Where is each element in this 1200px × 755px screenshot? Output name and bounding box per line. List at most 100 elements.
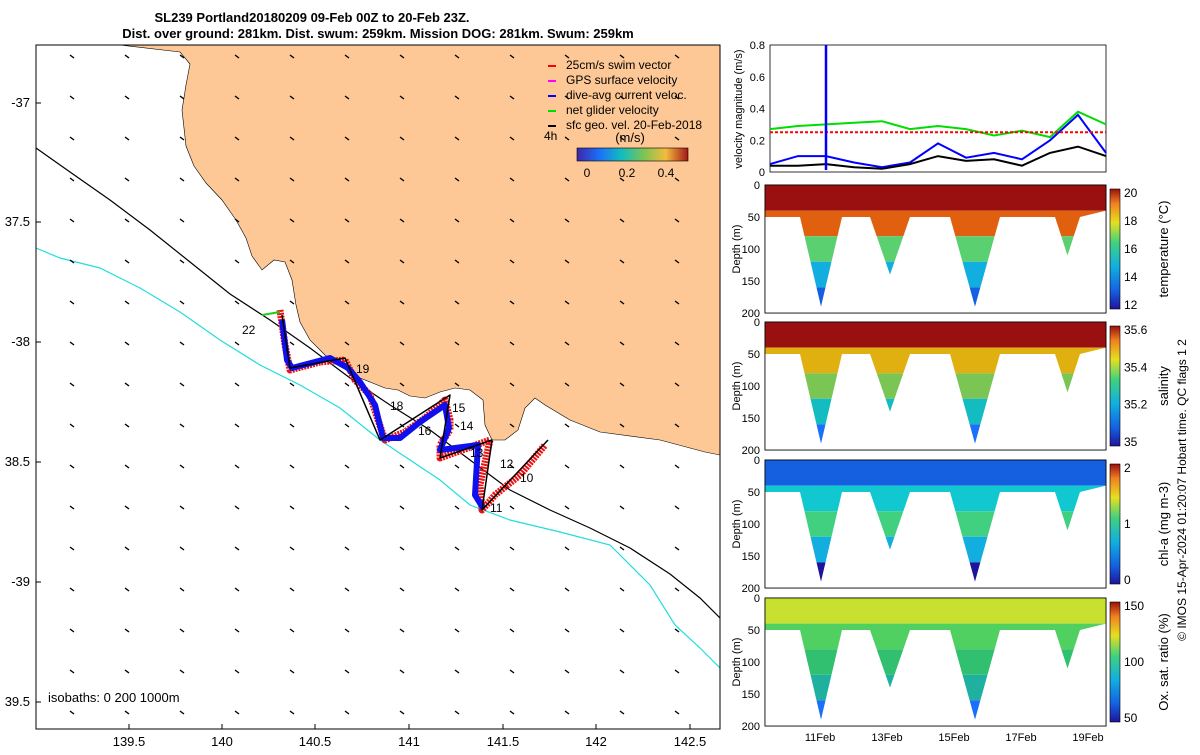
velocity-arrow — [179, 382, 185, 387]
velocity-arrow — [399, 54, 405, 59]
velocity-arrow — [564, 710, 570, 715]
temperature-depth-band — [765, 185, 1106, 211]
velocity-arrow — [509, 54, 515, 59]
velocity-arrow — [69, 177, 75, 182]
velocity-arrow — [619, 587, 625, 592]
velocity-arrow — [289, 177, 295, 182]
depth-tick-label: 200 — [742, 445, 760, 457]
oxygen-border — [764, 597, 1107, 727]
velocity-arrow — [454, 95, 460, 100]
velocity-arrow — [124, 505, 130, 510]
velocity-arrow — [509, 587, 515, 592]
velocity-arrow — [564, 341, 570, 346]
velocity-arrow — [124, 628, 130, 633]
velocity-arrow — [289, 587, 295, 592]
velocity-arrow — [399, 710, 405, 715]
velocity-arrow — [674, 710, 680, 715]
velocity-arrow — [674, 341, 680, 346]
velocity-arrow — [179, 546, 185, 551]
legend-label: dive-avg current veloc. — [566, 88, 687, 102]
temperature-panel: 0 50 100 150 200 Depth (m) 12 14 16 18 20 temperatu… — [731, 180, 1171, 320]
depth-tick-label: 0 — [754, 593, 760, 605]
velocity-arrow — [344, 546, 350, 551]
depth-tick-label: 0 — [754, 317, 760, 329]
salinity-depth-band — [765, 322, 1106, 348]
chla-colorbar-label: chl-a (mg m-3) — [1156, 482, 1171, 567]
depth-tick-label: 150 — [742, 413, 760, 425]
land-area — [119, 45, 720, 456]
lat-tick-label: 37.5 — [5, 214, 30, 229]
velocity-axis: 0 0.2 0.4 0.6 0.8 — [750, 40, 765, 179]
velocity-arrow — [564, 382, 570, 387]
velocity-arrow — [69, 669, 75, 674]
velocity-arrow — [124, 341, 130, 346]
velocity-arrow — [674, 546, 680, 551]
velocity-arrow — [454, 628, 460, 633]
map-colorbar: 4h (m/s) 0 0.2 0.4 — [544, 129, 689, 180]
date-tick-label: 17Feb — [1005, 732, 1036, 744]
velocity-arrow — [289, 423, 295, 428]
velocity-arrow — [509, 546, 515, 551]
velocity-arrow — [564, 423, 570, 428]
day-label: 11 — [490, 501, 503, 515]
day-label: 16 — [418, 424, 432, 438]
velocity-series — [769, 45, 1107, 170]
velocity-arrow — [344, 587, 350, 592]
title-line-1: SL239 Portland20180209 09-Feb 00Z to 20-… — [154, 10, 469, 25]
velocity-arrow — [234, 546, 240, 551]
velocity-arrow — [509, 341, 515, 346]
lon-tick-label: 141.5 — [487, 734, 520, 749]
depth-tick-label: 50 — [748, 212, 760, 224]
depth-tick-label: 0 — [754, 455, 760, 467]
velocity-arrow — [674, 382, 680, 387]
colorbar-tick-label: 16 — [1124, 242, 1138, 256]
velocity-arrow — [454, 54, 460, 59]
salinity-no-data-mask — [765, 347, 1106, 450]
day-label: 13 — [470, 446, 484, 460]
velocity-arrow — [289, 382, 295, 387]
velocity-arrow — [124, 669, 130, 674]
velocity-arrow — [289, 54, 295, 59]
depth-tick-label: 50 — [748, 349, 760, 361]
velocity-arrow — [234, 259, 240, 264]
oxygen-colorbar-label: Ox. sat. ratio (%) — [1156, 613, 1171, 711]
velocity-arrow — [619, 628, 625, 633]
velocity-arrow — [674, 300, 680, 305]
velocity-ytick-label: 0.2 — [750, 135, 765, 147]
velocity-arrow — [179, 423, 185, 428]
velocity-arrow — [399, 669, 405, 674]
depth-tick-label: 200 — [742, 308, 760, 320]
velocity-arrow — [454, 546, 460, 551]
salinity-colorbar — [1109, 325, 1121, 447]
velocity-arrow — [124, 136, 130, 141]
lon-tick-label: 140 — [211, 734, 233, 749]
velocity-ytick-label: 0.6 — [750, 72, 765, 84]
velocity-arrow — [289, 710, 295, 715]
velocity-arrow — [179, 177, 185, 182]
day-label: 12 — [500, 457, 514, 471]
credit-text: © IMOS 15-Apr-2024 01:20:07 Hobart time.… — [1175, 339, 1189, 641]
colorbar-tick-label: 150 — [1124, 599, 1144, 613]
velocity-arrow — [69, 628, 75, 633]
velocity-arrow — [674, 54, 680, 59]
legend-label: net glider velocity — [566, 103, 659, 117]
date-tick-label: 19Feb — [1072, 732, 1103, 744]
title-line-2: Dist. over ground: 281km. Dist. swum: 25… — [122, 26, 634, 41]
velocity-arrow — [69, 300, 75, 305]
date-tick-label: 13Feb — [871, 732, 902, 744]
date-tick-label: 11Feb — [805, 732, 835, 744]
velocity-arrow — [179, 505, 185, 510]
colorbar-tick-label: 100 — [1124, 655, 1144, 669]
velocity-arrow — [399, 95, 405, 100]
chla-panel: 0 50 100 150 200 Depth (m) 0 1 2 chl-a (mg m-3) — [731, 455, 1171, 595]
colorbar-tick-label: 50 — [1124, 711, 1138, 725]
velocity-arrow — [399, 628, 405, 633]
depth-tick-label: 150 — [742, 689, 760, 701]
velocity-arrow — [674, 95, 680, 100]
velocity-arrow — [344, 382, 350, 387]
velocity-arrow — [509, 464, 515, 469]
lon-tick-label: 140.5 — [299, 734, 332, 749]
velocity-arrow — [69, 587, 75, 592]
velocity-arrow — [234, 710, 240, 715]
